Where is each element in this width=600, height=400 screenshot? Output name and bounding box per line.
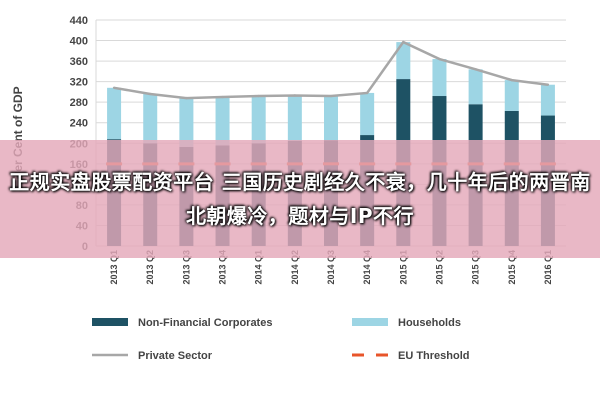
point-private-sector <box>257 94 260 98</box>
bar-households <box>143 93 158 144</box>
legend-label: Private Sector <box>138 350 213 362</box>
point-private-sector <box>329 94 333 98</box>
point-private-sector <box>293 94 297 97</box>
bar-households <box>504 80 519 111</box>
x-tick-label: 2014 Q2 <box>290 250 300 285</box>
y-tick-label: 320 <box>70 77 88 89</box>
point-private-sector <box>402 40 405 44</box>
legend-label: Non-Financial Corporates <box>138 317 272 329</box>
point-private-sector <box>365 91 369 95</box>
legend-label: EU Threshold <box>398 350 470 362</box>
y-tick-label: 240 <box>70 118 88 130</box>
x-tick-label: 2013 Q2 <box>145 250 155 285</box>
x-tick-label: 2015 Q2 <box>434 250 444 285</box>
x-tick-label: 2015 Q1 <box>398 250 408 285</box>
bar-households <box>396 42 411 80</box>
y-tick-label: 360 <box>70 56 88 68</box>
point-private-sector <box>221 95 224 99</box>
x-tick-label: 2015 Q4 <box>507 250 517 285</box>
point-private-sector <box>546 83 550 86</box>
bar-households <box>251 96 266 144</box>
point-private-sector <box>149 92 152 96</box>
y-tick-label: 400 <box>70 36 88 48</box>
legend-swatch <box>352 318 388 326</box>
point-private-sector <box>112 86 116 90</box>
point-private-sector <box>185 96 188 100</box>
x-tick-label: 2014 Q1 <box>254 250 264 285</box>
point-private-sector <box>474 68 477 71</box>
x-tick-label: 2014 Q3 <box>326 250 336 285</box>
bar-households <box>179 98 194 147</box>
legend-swatch <box>92 318 128 326</box>
x-tick-label: 2014 Q4 <box>362 250 372 285</box>
bar-households <box>360 92 375 136</box>
point-private-sector <box>510 78 513 82</box>
x-tick-label: 2013 Q3 <box>181 250 191 285</box>
x-tick-label: 2013 Q1 <box>109 250 119 285</box>
y-tick-label: 440 <box>70 15 88 27</box>
bar-households <box>468 69 483 105</box>
x-tick-label: 2013 Q4 <box>218 250 228 285</box>
headline-banner: 正规实盘股票配资平台 三国历史剧经久不衰，几十年后的两晋南北朝爆冷，题材与IP不… <box>0 140 600 258</box>
line-private-sector <box>113 40 549 100</box>
bar-households <box>287 95 302 141</box>
bar-households <box>215 97 230 146</box>
point-private-sector <box>438 57 441 61</box>
bar-households <box>324 96 338 141</box>
bar-households <box>107 87 122 140</box>
bar-households <box>432 59 447 97</box>
legend-label: Households <box>398 317 461 329</box>
headline-text: 正规实盘股票配资平台 三国历史剧经久不衰，几十年后的两晋南北朝爆冷，题材与IP不… <box>9 170 591 228</box>
y-tick-label: 280 <box>70 97 88 109</box>
x-tick-label: 2016 Q1 <box>543 250 553 285</box>
bar-households <box>540 84 555 116</box>
x-tick-label: 2015 Q3 <box>471 250 481 285</box>
